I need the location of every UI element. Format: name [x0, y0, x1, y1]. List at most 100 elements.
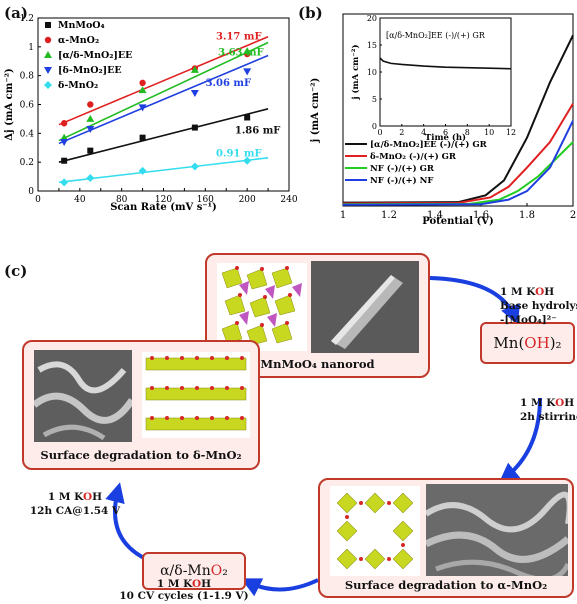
y-tick-label-a: 0.4 [20, 129, 35, 139]
crystal-structure-image [217, 263, 307, 351]
x-tick-label-b: 1 [340, 210, 346, 221]
data-point [190, 65, 199, 73]
arrow-to-delta [105, 482, 149, 562]
legend-label-b: NF (-)/(+) NF [370, 175, 433, 186]
inset-frame [379, 17, 512, 127]
alpha-delta-box: α/δ-MnO₂ [142, 552, 246, 590]
data-point [61, 157, 68, 164]
data-point [87, 147, 94, 154]
alpha-delta-label: α/δ-MnO₂ [160, 563, 228, 579]
data-point [87, 101, 94, 108]
step3-line2: 10 CV cycles (1-1.9 V) [119, 590, 249, 602]
step1-text: 1 M KOH Base hydrolysis -[MoO₄]²⁻ [500, 285, 577, 327]
inset-title: [α/δ-MnO₂]EE (-)/(+) GR [386, 31, 486, 40]
y-tick-label-a: 1 [28, 43, 34, 53]
legend-marker [44, 51, 52, 58]
data-point [190, 162, 199, 171]
data-point [190, 89, 199, 97]
legend-label-b: [α/δ-MnO₂]EE (-)/(+) GR [370, 139, 488, 150]
legend-marker [44, 67, 52, 74]
x-tick-label-a: 80 [116, 195, 128, 205]
alpha-box: Surface degradation to α-MnO₂ [318, 478, 574, 598]
hydroxide-box: Mn(OH)₂ [480, 322, 575, 364]
slope-label: 1.86 mF [235, 125, 281, 136]
plot-frame-b [342, 13, 574, 207]
data-point [86, 126, 95, 134]
inset-x-tick-label: 0 [377, 128, 382, 137]
y-tick-label-a: 0.8 [20, 72, 35, 82]
step4-line1: 1 M KOH [47, 491, 103, 503]
inset-x-tick-label: 2 [399, 128, 404, 137]
panel-label-c: (c) [4, 262, 28, 280]
data-point [138, 104, 147, 112]
fit-line [58, 36, 269, 126]
data-point [60, 133, 69, 141]
inset-y-tick-label: 15 [367, 41, 377, 50]
polarization-curve [342, 120, 574, 206]
data-point [243, 47, 252, 55]
inset-y-title: j (mA cm⁻²) [350, 44, 361, 100]
inset-y-tick-label: 0 [372, 122, 377, 131]
data-point [139, 79, 146, 87]
inset-x-title: Time (h) [425, 132, 466, 143]
panel-label-a: (a) [4, 4, 28, 22]
y-tick-label-a: 1.2 [20, 14, 34, 24]
step1-line3: -[MoO₄]²⁻ [500, 314, 557, 326]
inset-y-tick-label: 5 [372, 95, 377, 104]
data-point [60, 120, 68, 127]
x-tick-label-b: 1.2 [381, 210, 397, 221]
legend-label-b: NF (-)/(+) GR [370, 163, 435, 174]
inset-x-tick-label: 4 [421, 128, 426, 137]
nanorod-label: MnMoO₄ nanorod [260, 357, 375, 371]
data-point [60, 178, 69, 187]
step4-text: 1 M KOH 12h CA@1.54 V [20, 490, 130, 518]
x-tick-label-a: 120 [155, 195, 172, 205]
step2-line2: 2h stirring [520, 411, 577, 423]
y-axis-title-a: Δj (mA cm⁻²) [4, 68, 15, 140]
x-tick-label-b: 2 [570, 210, 576, 221]
x-tick-label-a: 160 [197, 195, 214, 205]
alpha-structure-image [330, 486, 420, 576]
delta-box: Surface degradation to δ-MnO₂ [22, 340, 260, 470]
legend-label: MnMoO₄ [58, 20, 105, 31]
inset-x-tick-label: 8 [465, 128, 470, 137]
inset-y-tick-label: 10 [367, 68, 377, 77]
legend-marker [45, 22, 51, 28]
inset-y-tick-label: 20 [367, 14, 377, 23]
data-point [191, 124, 198, 131]
y-tick-label-a: 0.2 [20, 158, 34, 168]
inset-x-tick-label: 10 [484, 128, 494, 137]
legend-label: [α/δ-MnO₂]EE [58, 50, 132, 61]
x-tick-label-b: 1.8 [519, 210, 535, 221]
data-point [243, 68, 252, 76]
delta-structure-image [142, 352, 250, 438]
step4-line2: 12h CA@1.54 V [29, 505, 121, 517]
nanorod-box: MnMoO₄ nanorod [205, 253, 430, 378]
slope-label: 0.91 mF [216, 148, 262, 159]
legend-label: δ-MnO₂ [58, 80, 98, 91]
arrow-to-alpha-delta [240, 578, 319, 597]
delta-sem-image [34, 350, 132, 442]
data-point [60, 138, 69, 146]
data-point [138, 86, 147, 94]
step1-line2: Base hydrolysis [500, 300, 577, 312]
arrow-to-alpha [498, 397, 542, 484]
alpha-sem-image [426, 484, 568, 576]
step3-line1: 1 M KOH [156, 578, 212, 590]
arrow-to-hydroxide [429, 276, 520, 326]
step2-text: 1 M KOH 2h stirring [520, 396, 577, 424]
x-tick-label-a: 200 [239, 195, 256, 205]
x-tick-label-b: 1.4 [427, 210, 443, 221]
data-point [243, 156, 252, 165]
inset-x-tick-label: 6 [443, 128, 448, 137]
x-axis-title-a: Scan Rate (mV s⁻¹) [110, 202, 217, 213]
data-point [244, 114, 251, 121]
x-tick-label-a: 0 [35, 195, 41, 205]
x-tick-label-a: 40 [74, 195, 86, 205]
nanorod-sem-image [311, 261, 419, 353]
data-point [86, 114, 95, 122]
y-axis-title-b: j (mA cm⁻²) [310, 78, 321, 144]
x-tick-label-a: 240 [280, 195, 297, 205]
